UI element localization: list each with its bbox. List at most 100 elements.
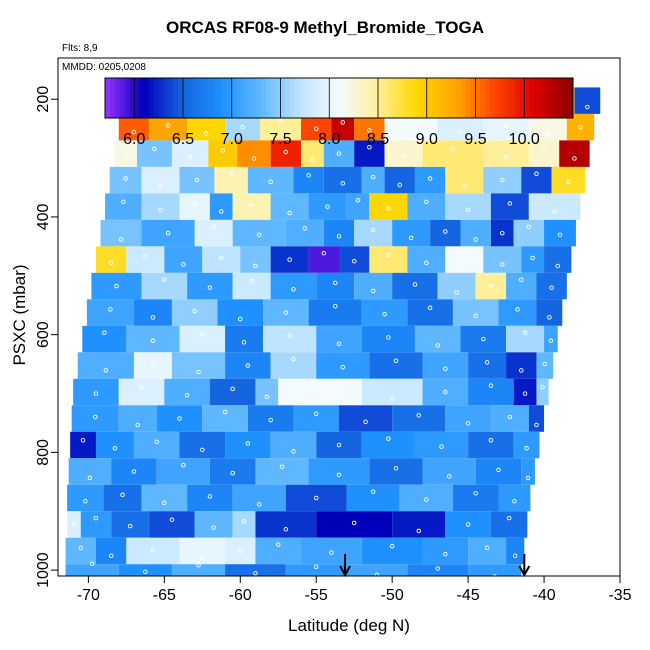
colorbar-cell [465, 78, 472, 118]
colorbar-cell [504, 78, 511, 118]
sample-marker [283, 527, 289, 532]
sample-marker [370, 227, 376, 233]
colorbar-cell [270, 78, 277, 118]
sample-marker [279, 464, 285, 469]
sample-marker [545, 131, 551, 136]
sample-marker [108, 553, 114, 559]
x-tick-label: -60 [229, 587, 252, 604]
sample-marker [313, 411, 319, 416]
sample-marker [112, 445, 118, 451]
heatmap-cell [361, 431, 415, 459]
heatmap-cell [452, 299, 499, 326]
sample-marker [241, 340, 247, 345]
sample-marker [462, 254, 467, 259]
colorbar-cell [553, 78, 559, 118]
colorbar-cell [197, 78, 203, 118]
colorbar-tick-label: 10.0 [509, 131, 540, 148]
sample-marker [187, 154, 193, 160]
heatmap-cell [285, 484, 347, 512]
heatmap-cell [225, 352, 271, 379]
colorbar-cell [343, 78, 350, 118]
sample-marker [200, 555, 205, 560]
sample-marker [397, 182, 403, 188]
x-tick-label: -50 [381, 587, 404, 604]
colorbar-cell [460, 78, 467, 118]
heatmap-cell [179, 166, 215, 194]
sample-marker [522, 391, 528, 396]
heatmap-cell [285, 564, 347, 576]
colorbar-cell [114, 78, 121, 118]
sample-marker [424, 260, 429, 266]
sample-marker [427, 176, 433, 181]
sample-marker [238, 548, 243, 554]
sample-marker [222, 409, 228, 415]
x-tick-label: -45 [457, 587, 480, 604]
heatmap-cell [536, 378, 549, 406]
heatmap-cell [323, 219, 355, 247]
colorbar-cell [153, 78, 160, 118]
sample-marker [245, 363, 251, 368]
heatmap-cell [156, 458, 210, 485]
colorbar-cell [421, 78, 428, 118]
sample-marker [162, 277, 167, 282]
heatmap-cell [164, 246, 203, 273]
sample-marker [446, 474, 452, 479]
heatmap-cell [506, 352, 537, 379]
sample-marker [196, 369, 201, 375]
sample-marker [412, 282, 418, 287]
heatmap-cell [141, 484, 188, 512]
heatmap-cell [95, 431, 134, 459]
heatmap-cell [422, 140, 484, 167]
heatmap-cell [384, 166, 415, 194]
heatmap-cell [141, 166, 180, 194]
y-tick-label: 400 [35, 203, 52, 230]
colorbar-cell [236, 78, 242, 118]
colorbar-cell [495, 78, 501, 118]
sample-marker [393, 358, 399, 364]
x-tick-label: -35 [608, 587, 631, 604]
sample-marker [103, 368, 109, 373]
sample-marker [465, 207, 471, 213]
sample-marker [228, 171, 234, 176]
heatmap-cell [263, 299, 309, 326]
heatmap-cell [354, 272, 393, 300]
sample-marker [336, 234, 342, 239]
sample-marker [484, 545, 490, 551]
colorbar-cell [441, 78, 447, 118]
heatmap-cell [392, 219, 431, 247]
colorbar-cell [139, 78, 145, 118]
sample-marker [552, 209, 557, 214]
sample-marker [351, 520, 357, 526]
sample-marker [465, 421, 471, 426]
heatmap-cell [407, 299, 453, 326]
colorbar-cell [280, 78, 286, 118]
sample-marker [291, 449, 296, 454]
sample-marker [367, 128, 372, 133]
sample-marker [283, 149, 289, 155]
colorbar-cell [183, 78, 189, 118]
heatmap-cell [95, 246, 127, 273]
sample-marker [123, 152, 128, 158]
sample-marker [121, 199, 126, 205]
sample-marker [382, 311, 387, 317]
y-tick-label: 600 [35, 321, 52, 348]
heatmap-cell [103, 484, 142, 512]
colorbar-cell [373, 78, 379, 118]
sample-marker [332, 303, 338, 309]
colorbar-cell [382, 78, 389, 118]
date-note: MMDD: 0205,0208 [62, 62, 146, 73]
colorbar-cell [246, 78, 252, 118]
sample-marker [408, 121, 414, 127]
sample-marker [515, 307, 520, 312]
sample-marker [192, 308, 197, 314]
colorbar-cell [339, 78, 345, 118]
sample-marker [196, 563, 201, 568]
colorbar-cell [538, 78, 545, 118]
colorbar-cell [148, 78, 155, 118]
sample-marker [416, 413, 421, 418]
sample-marker [519, 368, 524, 373]
sample-marker [123, 176, 128, 181]
sample-marker [181, 462, 186, 468]
colorbar-cell [509, 78, 515, 118]
sample-marker [120, 492, 125, 498]
